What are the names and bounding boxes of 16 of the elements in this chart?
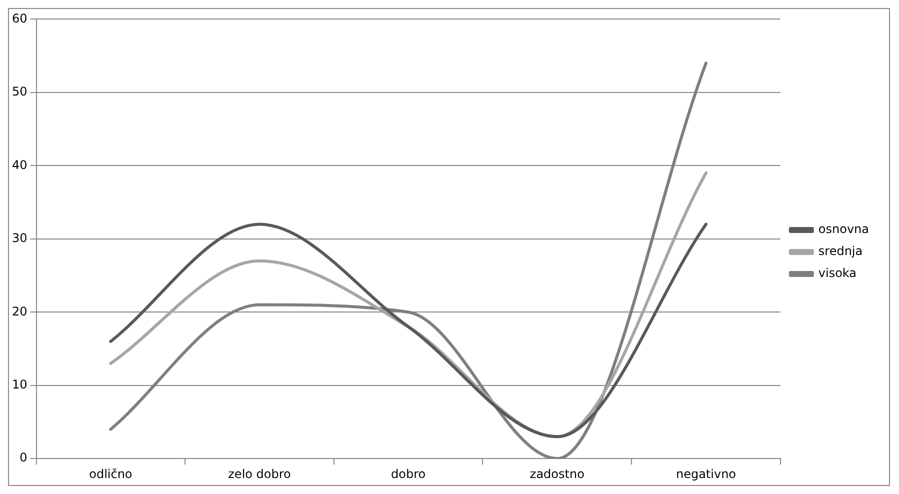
y-tick-label: 10: [12, 377, 28, 392]
x-tick-label: zadostno: [530, 466, 584, 481]
y-tick-label: 0: [20, 450, 28, 465]
y-tick-label: 30: [12, 231, 28, 246]
y-tick-label: 20: [12, 304, 28, 318]
legend-label: srednja: [818, 244, 863, 258]
x-tick-label: dobro: [391, 466, 426, 481]
legend-label: visoka: [818, 266, 857, 280]
legend-label: osnovna: [818, 222, 870, 236]
x-tick-label: zelo dobro: [228, 466, 291, 481]
y-tick-label: 50: [12, 84, 28, 99]
x-tick-label: negativno: [676, 466, 736, 481]
y-tick-label: 40: [12, 158, 28, 172]
x-tick-label: odlično: [89, 466, 132, 481]
line-series: [109, 222, 708, 438]
y-tick-label: 60: [12, 11, 28, 26]
